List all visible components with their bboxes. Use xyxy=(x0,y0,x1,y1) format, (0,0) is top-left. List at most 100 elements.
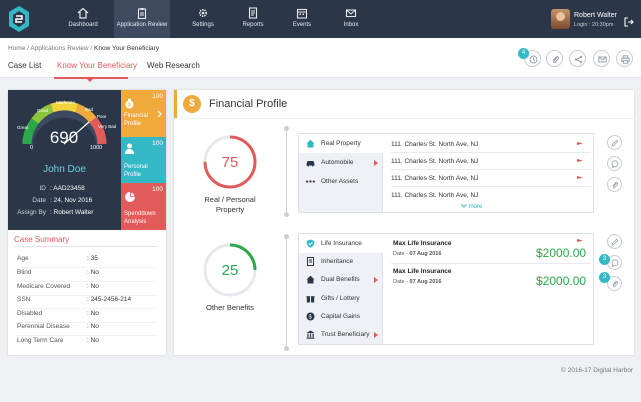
category-gifts-lottery[interactable]: Gifts / Lottery xyxy=(299,289,383,308)
nav-inbox[interactable]: Inbox xyxy=(323,0,379,38)
policy-title[interactable]: Max Life Insurance xyxy=(393,240,452,247)
row-value: : No xyxy=(87,310,99,317)
category-other-assets[interactable]: Other Assets xyxy=(299,172,383,191)
benefits-box: Life Insurance Inheritance Dual Benefits… xyxy=(298,233,594,345)
flag-icon[interactable] xyxy=(577,176,583,179)
category-dual-benefits[interactable]: Dual Benefits xyxy=(299,270,383,289)
address-row[interactable]: 111. Charles St. North Ave, NJ xyxy=(391,136,591,153)
category-label: Trust Beneficiary xyxy=(321,331,370,338)
property-score-label: Real / Personal Property xyxy=(190,195,270,215)
nav-dashboard[interactable]: Dashboard xyxy=(55,0,111,38)
shield-icon xyxy=(306,239,315,248)
gift-icon xyxy=(306,296,315,303)
date-value: 07 Aug 2016 xyxy=(409,251,442,257)
category-real-property[interactable]: Real Property xyxy=(299,134,384,153)
category-life-insurance[interactable]: Life Insurance xyxy=(299,234,384,253)
breadcrumb-applications-review[interactable]: Applications Review xyxy=(30,45,89,52)
id-value: : AAD23458 xyxy=(50,185,85,192)
tab-case-list[interactable]: Case List xyxy=(8,61,42,70)
tile-financial-profile[interactable]: 100 $ Financial Profile xyxy=(121,90,166,137)
category-inheritance[interactable]: Inheritance xyxy=(299,252,383,271)
category-trust-beneficiary[interactable]: Trust Beneficiary xyxy=(299,325,383,344)
mail-icon xyxy=(598,56,607,63)
paperclip-icon xyxy=(612,280,619,288)
category-automobile[interactable]: Automobile xyxy=(299,153,383,172)
address-row[interactable]: 111. Charles St. North Ave, NJ xyxy=(391,153,591,170)
flag-icon[interactable] xyxy=(577,239,583,242)
coin-icon: $ xyxy=(306,312,315,321)
row-label: Perennial Disease xyxy=(17,323,70,330)
donut-progress-arc xyxy=(203,243,257,297)
clipboard-icon xyxy=(137,8,147,19)
comment-button[interactable] xyxy=(607,156,622,171)
property-score-donut xyxy=(203,135,257,189)
case-summary-title: Case Summary xyxy=(14,235,70,244)
edit-button[interactable] xyxy=(607,234,622,249)
comment-count-badge: 3 xyxy=(599,254,610,265)
tile-label: Personal xyxy=(124,164,148,170)
label-line: Property xyxy=(215,205,245,214)
nav-settings[interactable]: Settings xyxy=(175,0,231,38)
tab-know-your-beneficiary[interactable]: Know Your Beneficiary xyxy=(57,61,138,70)
print-button[interactable] xyxy=(616,50,633,67)
case-summary-row: Age : 35 xyxy=(17,255,157,268)
breadcrumb-home[interactable]: Home xyxy=(8,45,26,52)
timeline xyxy=(286,128,287,214)
panel-title: Financial Profile xyxy=(209,98,288,110)
chevron-down-icon xyxy=(461,204,467,208)
home-icon xyxy=(77,7,89,19)
gauge-label-good: Good xyxy=(37,108,49,113)
home-icon xyxy=(306,139,315,148)
nav-application-review[interactable]: Application Review xyxy=(114,0,170,38)
avatar[interactable] xyxy=(551,9,570,29)
donut-progress-arc xyxy=(203,135,257,189)
logout-icon[interactable] xyxy=(624,17,634,27)
gauge-max: 1000 xyxy=(90,145,103,151)
paperclip-icon xyxy=(552,56,560,64)
policy-amount: $2000.00 xyxy=(536,246,587,260)
flag-icon[interactable] xyxy=(577,159,583,162)
app-logo[interactable] xyxy=(8,5,30,33)
pie-chart-icon xyxy=(125,192,135,202)
row-value: : 35 xyxy=(87,255,98,262)
nav-events[interactable]: Events xyxy=(274,0,330,38)
caret-right-icon xyxy=(374,160,378,166)
policy-title[interactable]: Max Life Insurance xyxy=(393,268,452,275)
edit-button[interactable] xyxy=(607,135,622,150)
share-button[interactable] xyxy=(569,50,586,67)
gauge-label-very-bad: Very Bad xyxy=(98,124,117,129)
tile-spenddown-analysis[interactable]: 100 Spenddown Analysis xyxy=(121,183,166,230)
login-time: Login : 20:30pm xyxy=(574,22,614,28)
row-value: : No xyxy=(87,283,99,290)
category-capital-gains[interactable]: $ Capital Gains xyxy=(299,307,383,326)
date-label: Date xyxy=(393,251,405,257)
flag-icon[interactable] xyxy=(577,142,583,145)
printer-icon xyxy=(621,55,630,64)
active-tab-caret xyxy=(86,78,94,82)
tile-personal-profile[interactable]: 100 Personal Profile xyxy=(121,137,166,183)
row-label: Age xyxy=(17,255,29,262)
attach-button[interactable] xyxy=(546,50,563,67)
attach-button[interactable] xyxy=(607,276,622,291)
tab-web-research[interactable]: Web Research xyxy=(147,61,200,70)
more-link[interactable]: more xyxy=(461,204,482,210)
tile-score: 100 xyxy=(152,186,163,193)
address-row[interactable]: 111. Charles St. North Ave, NJ xyxy=(391,170,591,187)
caret-right-icon xyxy=(374,332,378,338)
timeline-dot xyxy=(284,126,289,131)
credit-score-gauge xyxy=(21,101,108,146)
email-button[interactable] xyxy=(593,50,610,67)
row-label: Medicare Covered xyxy=(17,283,71,290)
document-icon xyxy=(307,257,314,266)
comment-icon xyxy=(611,259,619,267)
policy-date: Date - 07 Aug 2016 xyxy=(393,279,442,285)
benefits-score-donut xyxy=(203,243,257,297)
category-label: Gifts / Lottery xyxy=(321,295,360,302)
assign-field: Assign By: Robert Walter xyxy=(8,209,93,216)
breadcrumb-separator: / xyxy=(27,45,29,52)
attach-button[interactable] xyxy=(607,177,622,192)
nav-dashboard-label: Dashboard xyxy=(68,22,98,28)
user-name[interactable]: Robert Walter xyxy=(574,12,617,19)
address-row[interactable]: 111. Charles St. North Ave, NJ xyxy=(391,187,591,204)
nav-reports[interactable]: Reports xyxy=(225,0,281,38)
